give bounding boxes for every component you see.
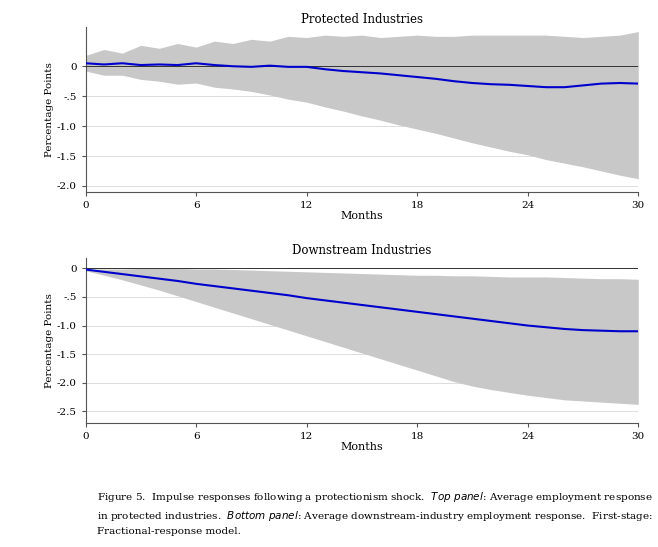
Title: Protected Industries: Protected Industries	[301, 13, 423, 26]
Title: Downstream Industries: Downstream Industries	[292, 244, 432, 257]
Y-axis label: Percentage Points: Percentage Points	[45, 62, 54, 157]
Text: Figure 5.  Impulse responses following a protectionism shock.  $\it{Top\ panel}$: Figure 5. Impulse responses following a …	[97, 490, 653, 536]
X-axis label: Months: Months	[341, 442, 383, 452]
X-axis label: Months: Months	[341, 211, 383, 222]
Y-axis label: Percentage Points: Percentage Points	[45, 293, 54, 388]
